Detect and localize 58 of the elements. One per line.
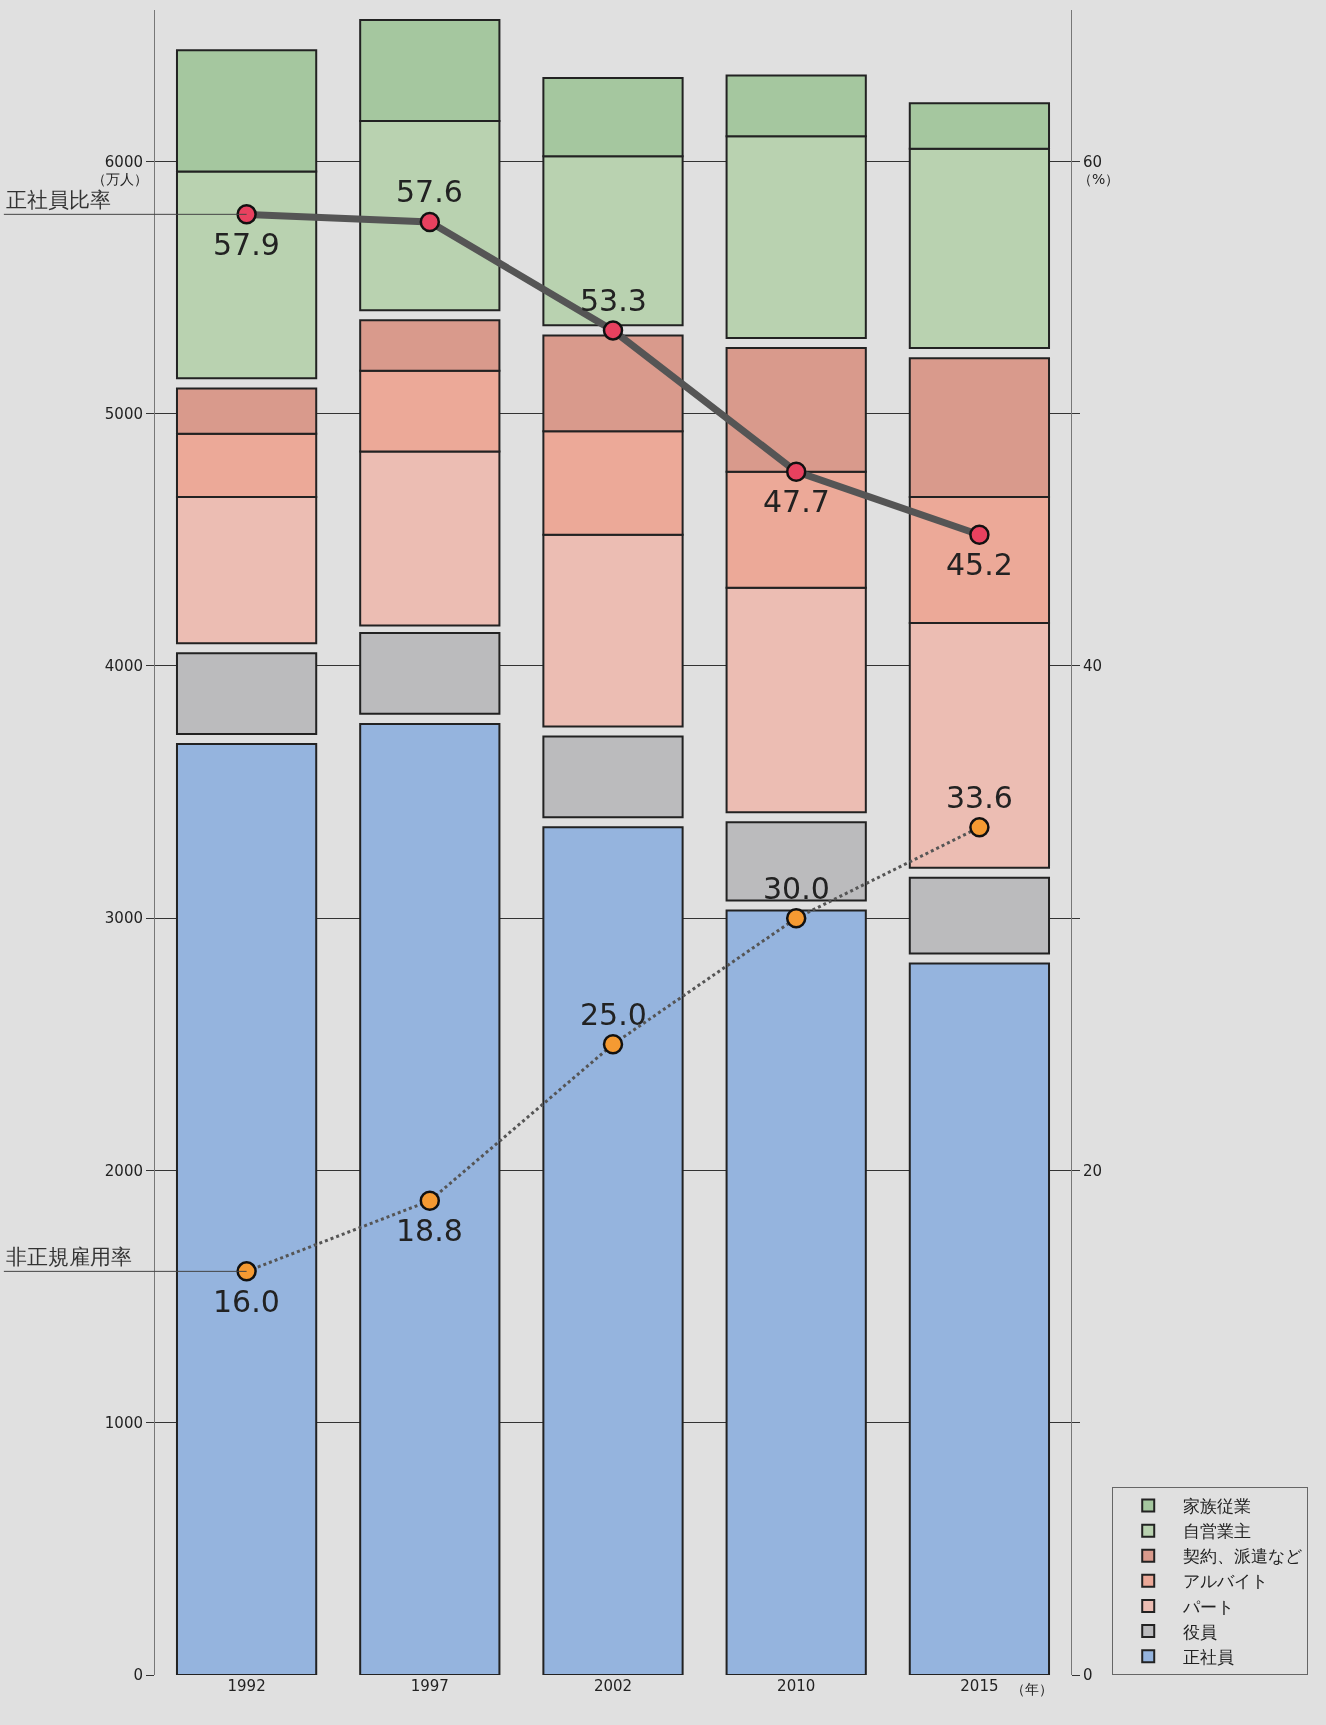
legend-label: 家族従業 [1183, 1496, 1252, 1517]
point [602, 320, 624, 341]
bar [725, 821, 867, 902]
data-label: 57.6 [396, 174, 463, 209]
text: （%） [1078, 171, 1120, 187]
data-label: 47.7 [763, 484, 830, 519]
data-label: 25.0 [580, 997, 647, 1032]
y-tick-label: 6000 [104, 152, 143, 171]
point [419, 1190, 441, 1211]
y-tick-label: 4000 [104, 657, 143, 676]
point [785, 461, 807, 482]
legend-label: 正社員 [1183, 1646, 1235, 1667]
y2-tick-label: 40 [1083, 657, 1103, 676]
y-tick-label: 2000 [104, 1161, 143, 1180]
data-label: 45.2 [946, 547, 1013, 582]
legend-label: 自営業主 [1183, 1521, 1252, 1542]
data-label: 18.8 [396, 1213, 463, 1248]
bar [542, 735, 684, 819]
legend-label: 契約、派遣など [1183, 1546, 1303, 1567]
point [236, 1261, 257, 1282]
bar [725, 909, 867, 1675]
y2-tick-label: 20 [1083, 1161, 1103, 1180]
bar [908, 962, 1051, 1675]
legend-label: 役員 [1183, 1621, 1218, 1642]
text: 非正規雇用率 [6, 1245, 132, 1269]
y2-tick-label: 60 [1083, 152, 1103, 171]
text: 正社員比率 [6, 188, 111, 212]
x-tick-label: 2015 [960, 1677, 999, 1695]
legend-label: パート [1182, 1596, 1235, 1617]
data-label: 30.0 [763, 871, 830, 906]
x-tick-label: 2002 [593, 1677, 633, 1695]
x-tick-label: 2010 [777, 1677, 816, 1695]
data-label: 57.9 [213, 227, 280, 262]
data-label: 53.3 [580, 283, 647, 318]
bar [359, 632, 501, 715]
data-label: 33.6 [946, 780, 1013, 815]
bar [359, 722, 501, 1675]
x-tick-label: 1992 [227, 1677, 266, 1695]
legend-label: アルバイト [1183, 1571, 1269, 1592]
point [785, 907, 807, 929]
bar [908, 876, 1051, 955]
y-tick-label: 0 [133, 1666, 143, 1685]
x-tick-label: 1997 [410, 1677, 449, 1695]
bar [175, 743, 318, 1675]
point [969, 524, 990, 545]
text: （年） [1011, 1681, 1053, 1697]
y2-tick-label: 0 [1083, 1666, 1093, 1685]
y-tick-label: 1000 [104, 1413, 143, 1432]
bar [542, 826, 684, 1675]
point [419, 211, 441, 233]
y-tick-label: 3000 [104, 909, 143, 928]
y-tick-label: 5000 [104, 404, 143, 423]
text: （万人） [92, 171, 148, 187]
point [969, 817, 990, 838]
bar [175, 652, 318, 736]
point [236, 204, 257, 225]
point [602, 1034, 624, 1055]
data-label: 16.0 [213, 1284, 280, 1319]
